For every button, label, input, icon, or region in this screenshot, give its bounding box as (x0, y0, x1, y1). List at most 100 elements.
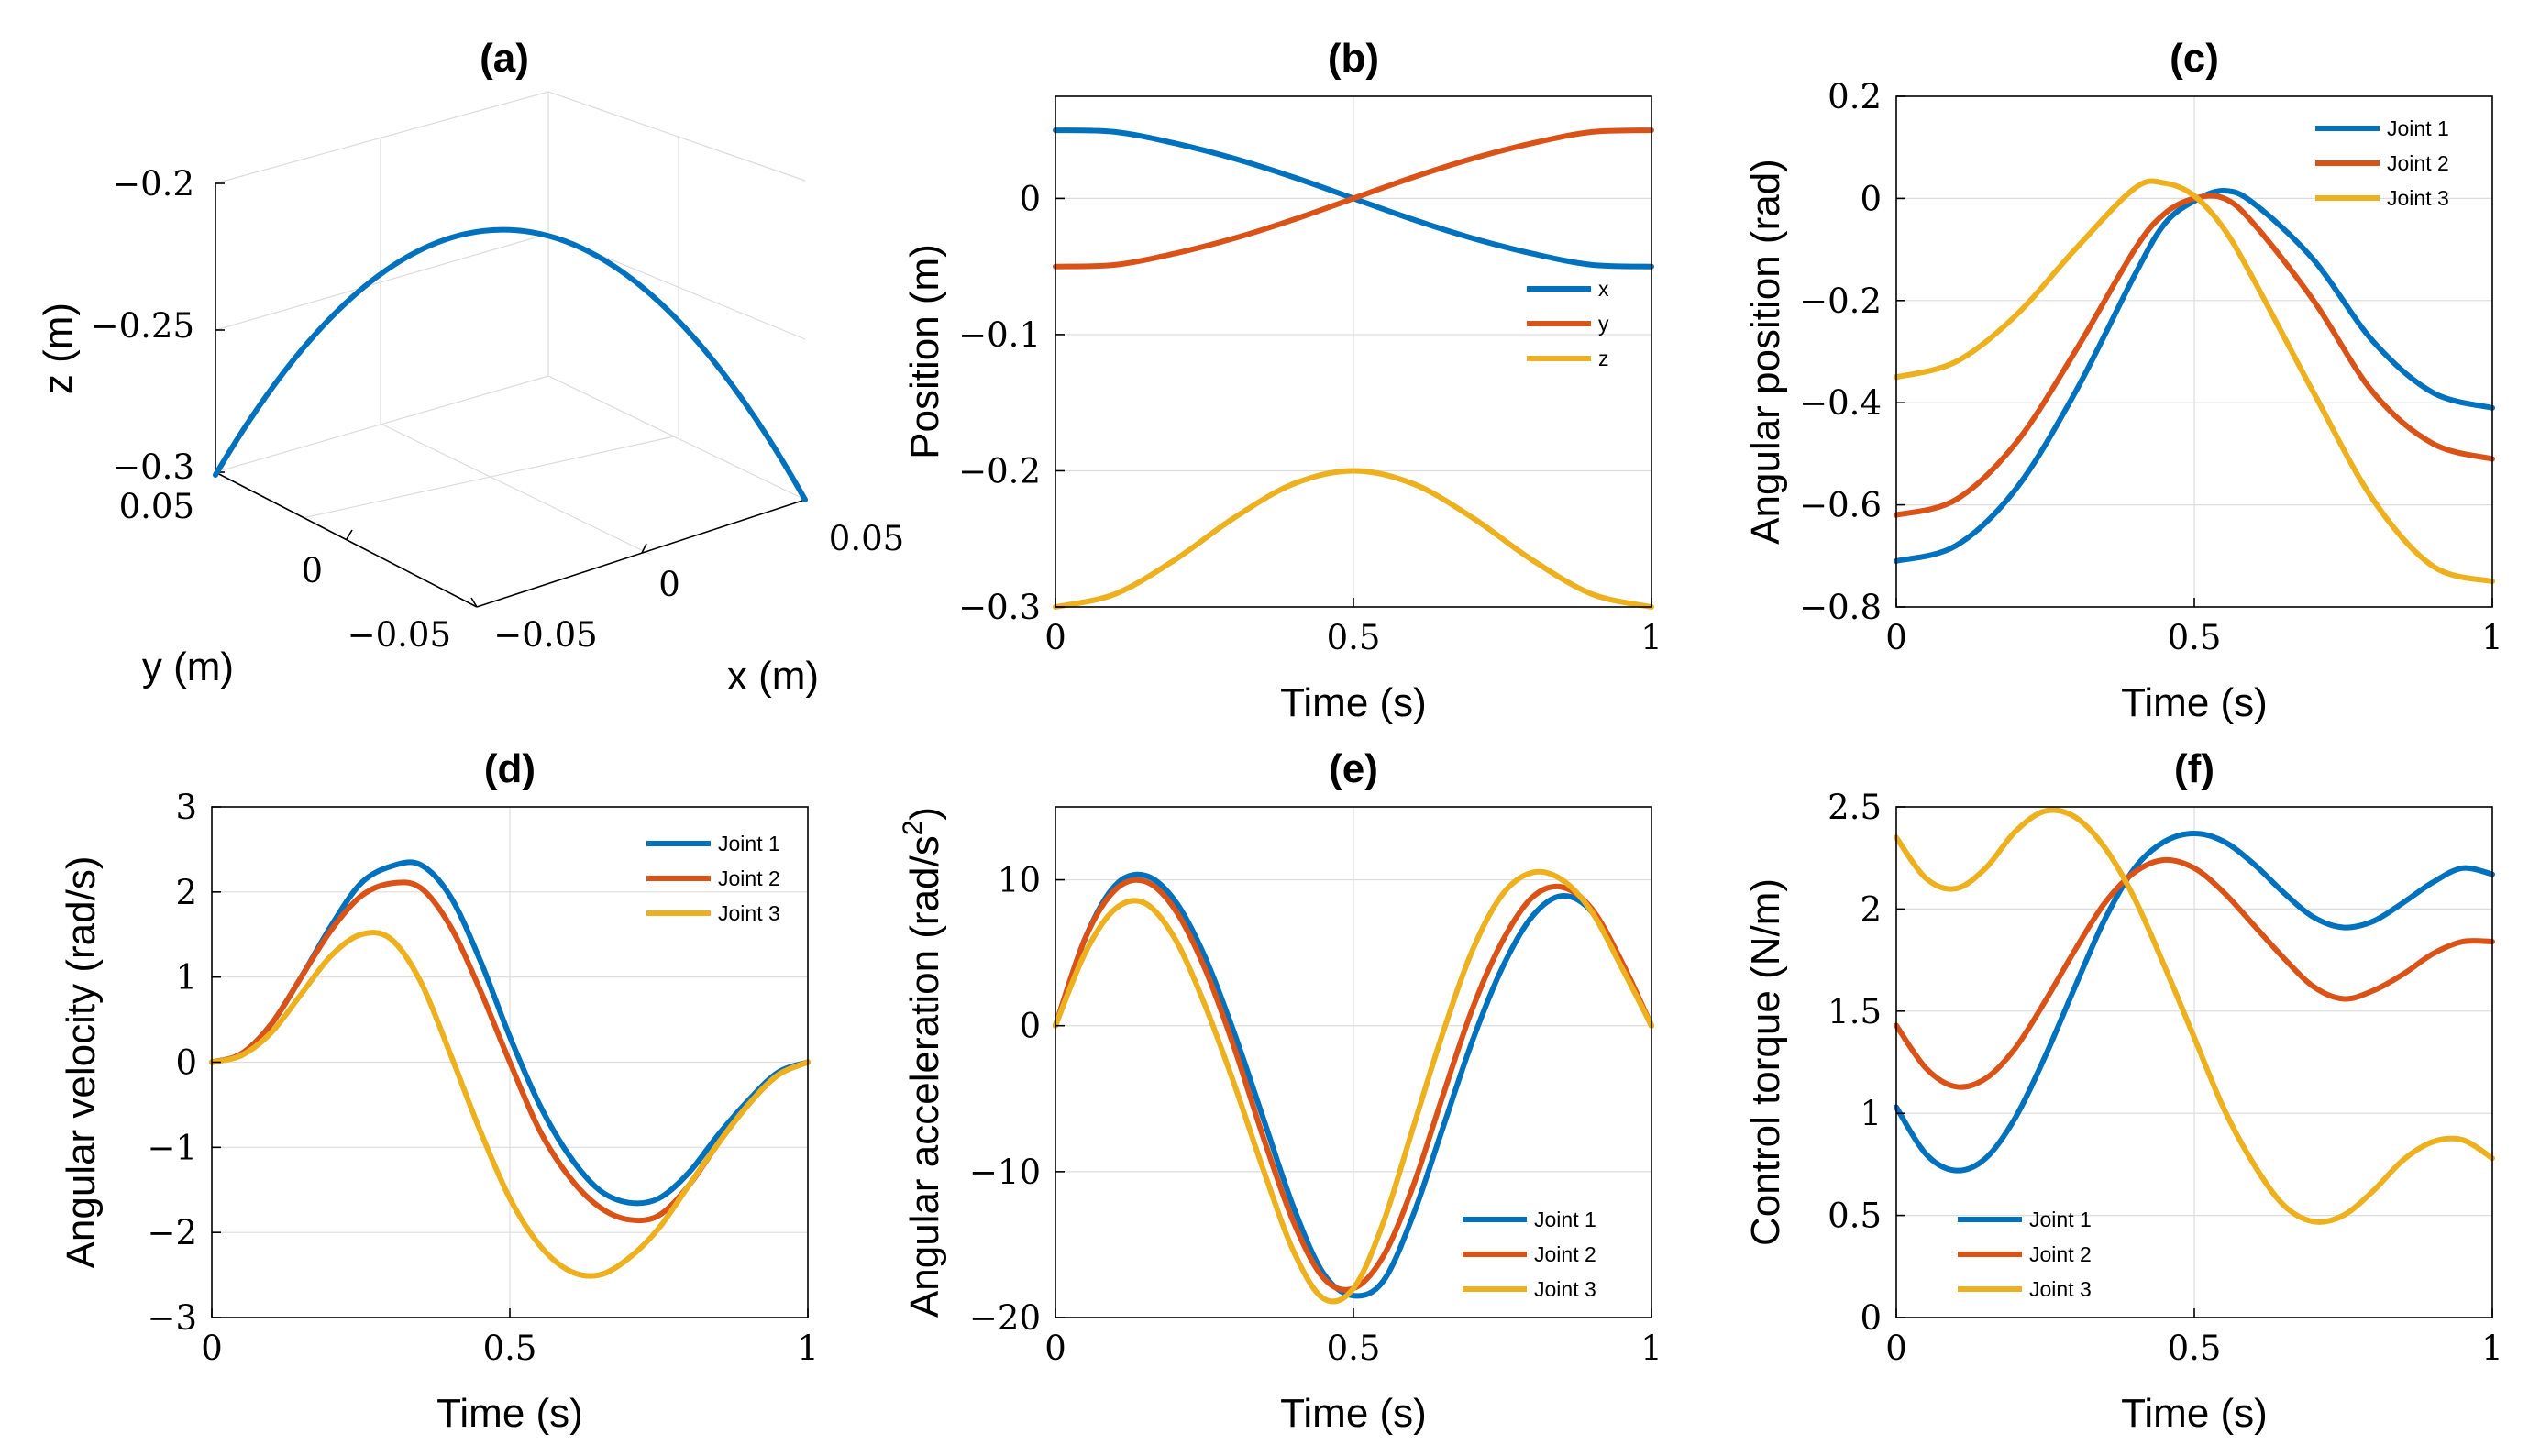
panel-f-xtick-label: 0 (1885, 1329, 1907, 1368)
panel-b-legend: xyz (1527, 277, 1609, 370)
panel-f: 0 0.5 1 0 0.5 1 1.5 2 2.5 (f) Time (s) Control torq… (1743, 746, 2503, 1436)
panel-c-ytick-label: −0.8 (1799, 588, 1882, 627)
panel-b-ylabel: Position (m) (902, 244, 947, 459)
panel-a-x-tick-label: 0 (658, 565, 680, 604)
panel-a-y-tick (346, 529, 353, 540)
panel-b-legend-label: x (1598, 277, 1609, 301)
panel-e-xtick-label: 1 (1640, 1329, 1662, 1368)
panel-d-xtick-label: 0.5 (483, 1329, 537, 1368)
panel-d-ytick-label: 0 (175, 1043, 197, 1083)
panel-c-xtick-label: 1 (2481, 618, 2503, 657)
panel-a-x-axis (476, 499, 806, 608)
panel-d-legend-label: Joint 3 (718, 901, 780, 925)
panel-a-floor-grid-line (380, 423, 652, 556)
panel-e-ylabel-close: ) (902, 807, 947, 821)
panel-a-trajectory-line (213, 226, 808, 502)
panel-b-series-2-line (1053, 127, 1654, 270)
panel-f-series-1-line (1894, 831, 2495, 1174)
panel-e-series-1-line (1053, 871, 1654, 1299)
panel-d: 0 0.5 1 −3 −2 −1 0 1 2 3 (d) Time (s) Angular veloci… (59, 746, 819, 1436)
panel-c-xlabel: Time (s) (2121, 680, 2268, 725)
panel-f-xlabel: Time (s) (2121, 1391, 2268, 1436)
panel-d-xlabel: Time (s) (436, 1391, 583, 1436)
panel-a-z-tick-label: −0.25 (91, 306, 194, 346)
panel-d-ylabel: Angular velocity (rad/s) (59, 856, 104, 1269)
panel-d-xtick-label: 1 (797, 1329, 819, 1368)
panel-b-ytick-label: −0.1 (958, 315, 1041, 355)
panel-b-ytick-label: −0.3 (958, 588, 1041, 627)
panel-a: (a) −0.2 −0.25 −0.3 (36, 36, 904, 699)
panel-a-y-tick-label: −0.05 (348, 615, 451, 655)
panel-c: 0 0.5 1 −0.8 −0.6 −0.4 −0.2 0 0.2 (c) Time (s) Angu… (1743, 36, 2503, 725)
panel-f-ytick-label: 0 (1860, 1298, 1882, 1338)
panel-f-series-3-line (1894, 807, 2495, 1225)
panel-c-ytick-label: 0 (1860, 179, 1882, 218)
panel-f-ylabel: Control torque (N/m) (1743, 878, 1788, 1246)
panel-e-xtick-label: 0 (1044, 1329, 1066, 1368)
panel-c-series-1-line (1894, 188, 2495, 564)
panel-f-legend: Joint 1 Joint 2 Joint 3 (1958, 1208, 2092, 1301)
panel-e-ylabel-main: Angular acceleration (rad/s (902, 835, 947, 1318)
panel-a-y-tick (470, 597, 478, 608)
panel-e-xtick-label: 0.5 (1327, 1329, 1381, 1368)
panel-e-title: (e) (1329, 746, 1378, 791)
panel-f-legend-label: Joint 3 (2029, 1277, 2092, 1301)
panel-a-y-label: y (m) (142, 645, 234, 689)
panel-f-ytick-label: 2 (1860, 889, 1882, 929)
panel-e-xlabel: Time (s) (1280, 1391, 1427, 1436)
panel-e: 0 0.5 1 −20 −10 0 10 (e) Time (s) Angular acceler… (898, 746, 1662, 1436)
panel-a-x-tick (641, 543, 647, 554)
panel-a-y-tick-label: 0.05 (119, 487, 194, 526)
panel-d-series-3-line (209, 930, 811, 1279)
panel-e-series-3-line (1053, 868, 1654, 1305)
panel-f-legend-label: Joint 1 (2029, 1208, 2092, 1231)
panel-c-title: (c) (2170, 36, 2219, 81)
panel-f-xtick-label: 0.5 (2168, 1329, 2222, 1368)
panel-f-xtick-label: 1 (2481, 1329, 2503, 1368)
panel-c-ytick-label: 0.2 (1828, 77, 1882, 116)
panel-d-ytick-label: 3 (175, 788, 197, 827)
panel-b-title: (b) (1328, 36, 1379, 81)
panel-d-xtick-label: 0 (201, 1329, 223, 1368)
panel-e-ytick-label: −10 (969, 1153, 1041, 1192)
panel-d-ytick-label: 2 (175, 873, 197, 912)
panel-b-xlabel: Time (s) (1280, 680, 1427, 725)
panel-b-ytick-label: 0 (1019, 179, 1041, 218)
panel-b-legend-label: y (1598, 312, 1609, 336)
panel-a-x-tick-label: 0.05 (829, 519, 904, 558)
panel-d-ytick-label: −1 (147, 1128, 197, 1167)
panel-d-legend: Joint 1 Joint 2 Joint 3 (646, 832, 780, 925)
panel-d-ytick-label: −3 (147, 1298, 197, 1338)
panel-e-ytick-label: −20 (969, 1298, 1041, 1338)
panel-d-title: (d) (484, 746, 536, 791)
panel-b-xtick-label: 0 (1044, 618, 1066, 657)
panel-a-title: (a) (480, 36, 529, 81)
panel-f-ytick-label: 1 (1860, 1094, 1882, 1133)
panel-b-series-3-line (1053, 468, 1654, 610)
panel-e-legend-label: Joint 1 (1534, 1208, 1596, 1231)
panel-a-y-axis (215, 471, 478, 608)
panel-d-ytick-label: −2 (147, 1213, 197, 1252)
panel-a-y-tick-label: 0 (301, 551, 323, 590)
panel-c-legend-label: Joint 3 (2387, 186, 2449, 210)
panel-d-legend-label: Joint 1 (718, 832, 780, 855)
panel-a-floor-back-edges (215, 375, 806, 501)
panel-c-legend: Joint 1 Joint 2 Joint 3 (2315, 116, 2449, 210)
panel-c-ytick-label: −0.2 (1799, 281, 1882, 321)
panel-f-ytick-label: 1.5 (1828, 992, 1882, 1031)
panel-e-legend-label: Joint 2 (1534, 1242, 1596, 1266)
panel-e-ylabel-superscript: 2 (898, 821, 928, 836)
panel-b-ytick-label: −0.2 (958, 451, 1041, 491)
panel-b-legend-label: z (1598, 347, 1609, 370)
panel-e-ytick-label: 10 (998, 861, 1041, 900)
panel-a-x-label: x (m) (727, 654, 819, 699)
panel-c-ytick-label: −0.6 (1799, 486, 1882, 525)
panel-c-legend-label: Joint 1 (2387, 116, 2449, 140)
panel-c-ytick-label: −0.4 (1799, 383, 1882, 423)
panel-a-z-tick-label: −0.2 (112, 164, 194, 204)
panel-a-z-label: z (m) (36, 303, 81, 394)
panel-e-legend: Joint 1 Joint 2 Joint 3 (1463, 1208, 1596, 1301)
panel-a-x-tick-label: −0.05 (493, 615, 597, 655)
